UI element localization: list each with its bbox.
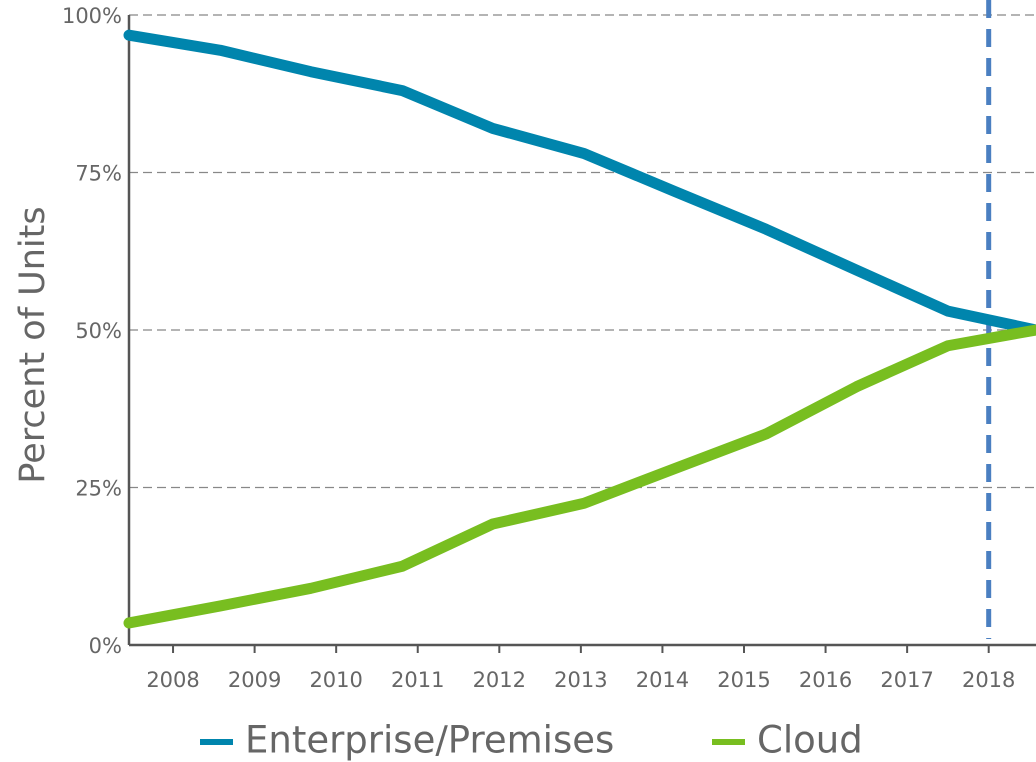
x-tick-label: 2016 <box>799 668 852 692</box>
x-tick-label: 2013 <box>554 668 607 692</box>
x-tick-label: 2015 <box>717 668 770 692</box>
y-tick-label: 25% <box>75 477 122 501</box>
x-tick-label: 2018 <box>962 668 1015 692</box>
x-tick-label: 2010 <box>309 668 362 692</box>
y-tick-label: 100% <box>62 4 122 28</box>
line-series <box>123 324 1036 629</box>
x-tick-label: 2017 <box>880 668 933 692</box>
x-tick-label: 2012 <box>473 668 526 692</box>
x-tick-label: 2011 <box>391 668 444 692</box>
x-tick-label: 2009 <box>228 668 281 692</box>
legend-label: Cloud <box>757 719 863 762</box>
y-tick-label: 75% <box>75 162 122 186</box>
y-axis-label: Percent of Units <box>13 206 53 483</box>
line-series <box>123 29 1036 336</box>
y-tick-label: 0% <box>89 634 122 658</box>
x-tick-label: 2008 <box>146 668 199 692</box>
x-tick-label: 2014 <box>636 668 689 692</box>
y-tick-label: 50% <box>75 319 122 343</box>
legend-label: Enterprise/Premises <box>245 719 614 762</box>
